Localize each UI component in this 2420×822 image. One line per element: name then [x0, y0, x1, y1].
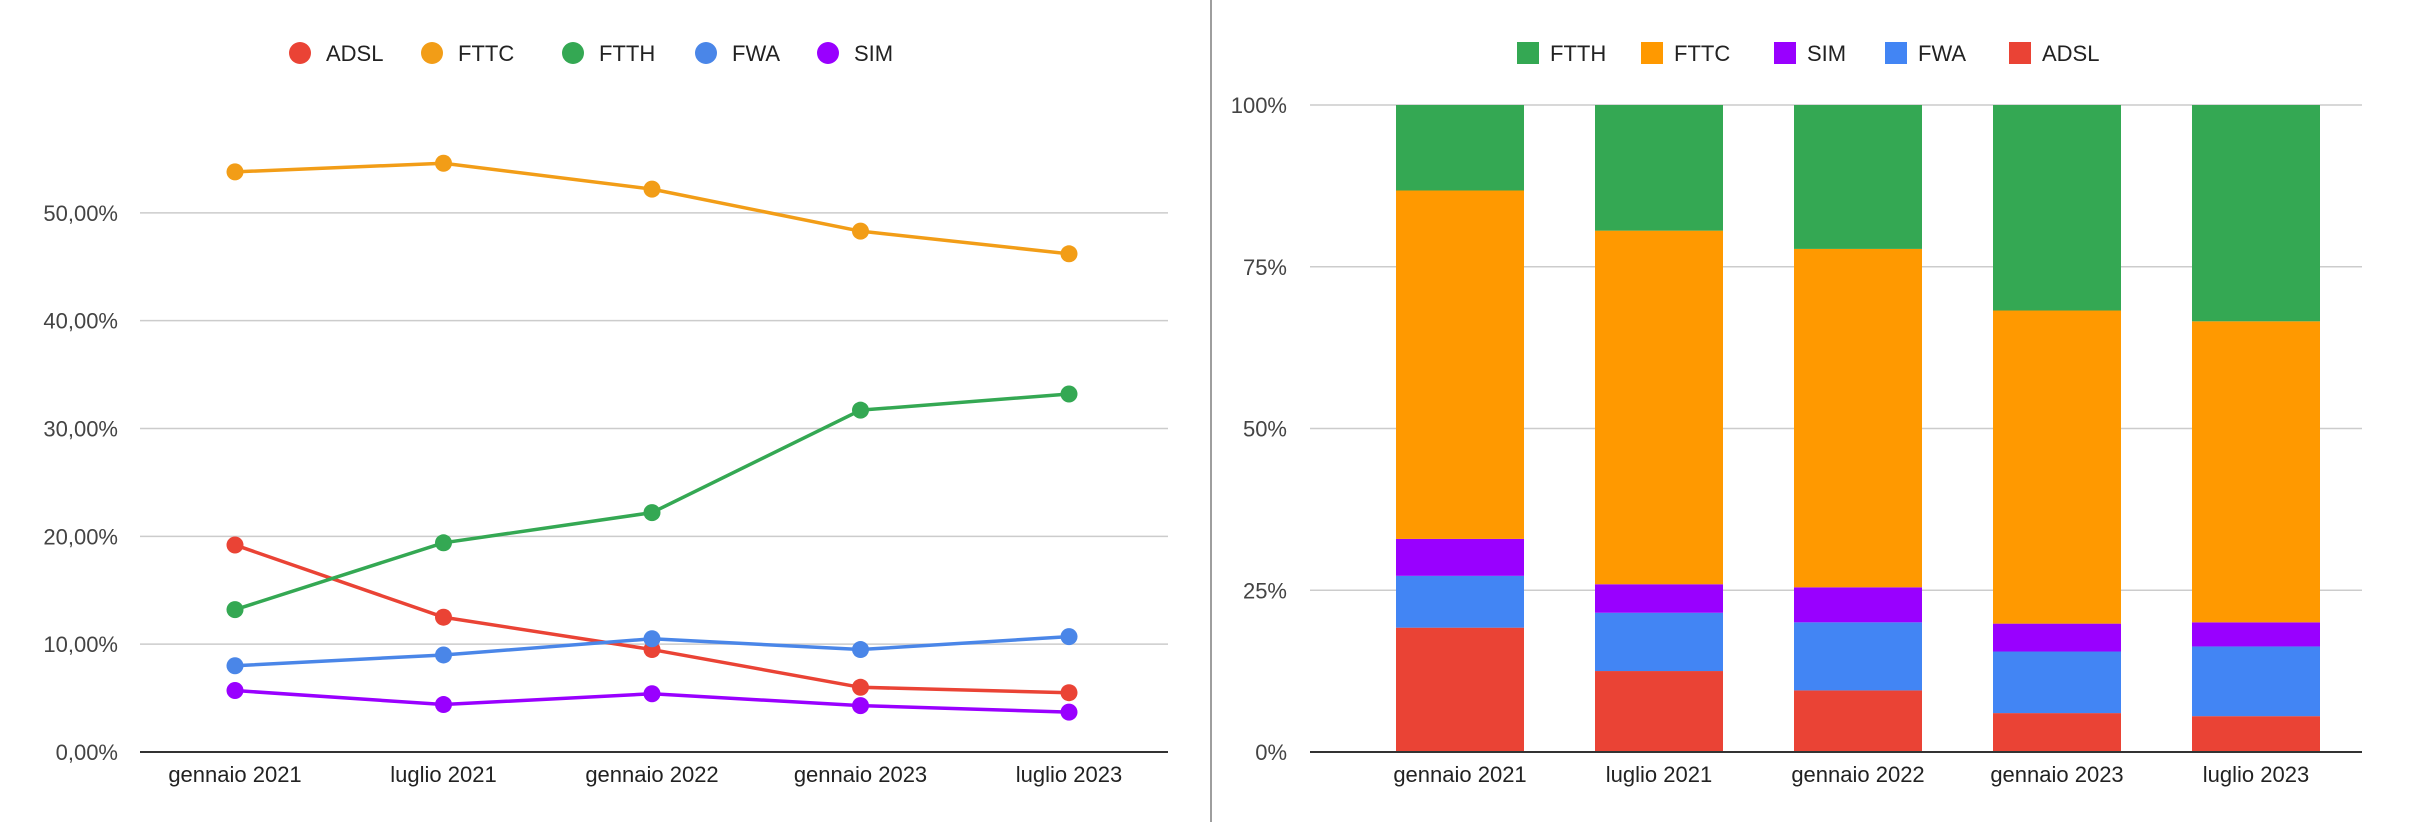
legend-label: SIM	[854, 41, 893, 66]
series-line-fttc	[234, 161, 1070, 256]
legend-marker-ftth	[562, 42, 584, 64]
bar-segment-sim	[1993, 623, 2121, 652]
y-tick-label: 75%	[1243, 255, 1287, 280]
bar-segment-fwa	[1595, 612, 1723, 672]
data-point-fwa	[852, 641, 869, 659]
y-tick-label: 10,00%	[43, 632, 118, 657]
x-tick-label: luglio 2023	[2203, 762, 2309, 787]
y-tick-label: 0%	[1255, 740, 1287, 765]
data-point-sim	[226, 682, 244, 700]
bar-segment-fttc	[1993, 310, 2121, 624]
legend-label: ADSL	[326, 41, 383, 66]
data-point-fttc	[226, 163, 244, 181]
y-tick-label: 25%	[1243, 578, 1287, 603]
data-point-sim	[435, 696, 452, 714]
legend-label: FTTC	[1674, 41, 1730, 66]
stacked-bar-chart: 0% 25% 50% 75% 100% gennaio 2021 luglio 2021 ge…	[1231, 41, 2362, 787]
legend-marker-adsl	[2009, 42, 2031, 64]
x-tick-label: gennaio 2023	[794, 762, 927, 787]
legend-label: ADSL	[2042, 41, 2099, 66]
data-point-ftth	[435, 534, 452, 552]
bar-segment-fwa	[1993, 651, 2121, 714]
legend-label: FWA	[732, 41, 780, 66]
data-point-adsl	[435, 608, 452, 626]
data-point-fwa	[435, 646, 452, 664]
line-chart: 0,00% 10,00% 20,00% 30,00% 40,00% 50,00% genna…	[43, 41, 1168, 787]
series-line-adsl	[234, 543, 1070, 695]
bar-segment-adsl	[1595, 671, 1723, 752]
legend-label: FTTH	[1550, 41, 1606, 66]
x-tick-label: luglio 2023	[1016, 762, 1122, 787]
data-point-ftth	[643, 504, 661, 522]
bar-segment-sim	[1595, 584, 1723, 613]
data-point-fwa	[643, 630, 661, 648]
legend-marker-fttc	[1641, 42, 1663, 64]
bar-segment-fwa	[1794, 622, 1922, 691]
data-point-fttc	[1060, 245, 1078, 263]
y-tick-label: 0,00%	[56, 740, 118, 765]
bar-segment-sim	[1396, 538, 1524, 576]
bar-segment-fwa	[2192, 646, 2320, 717]
legend-marker-fwa	[695, 42, 717, 64]
y-tick-label: 50,00%	[43, 201, 118, 226]
bar-segment-ftth	[1595, 105, 1723, 231]
y-tick-label: 100%	[1231, 93, 1287, 118]
x-tick-label: gennaio 2022	[585, 762, 718, 787]
data-point-fwa	[226, 657, 244, 675]
bar-segment-adsl	[1396, 627, 1524, 752]
legend-marker-adsl	[289, 42, 311, 64]
legend-marker-sim	[817, 42, 839, 64]
legend-marker-fttc	[421, 42, 443, 64]
x-tick-label: gennaio 2022	[1791, 762, 1924, 787]
bar-segment-adsl	[1993, 713, 2121, 752]
bar-segment-fttc	[1794, 248, 1922, 588]
data-point-sim	[1060, 703, 1078, 721]
data-point-adsl	[1060, 684, 1078, 702]
legend-marker-ftth	[1517, 42, 1539, 64]
bar-segment-fttc	[2192, 321, 2320, 623]
data-point-fttc	[852, 222, 869, 240]
bar-segment-fwa	[1396, 575, 1524, 628]
y-tick-label: 50%	[1243, 417, 1287, 442]
bar-segment-ftth	[1396, 105, 1524, 191]
legend-marker-sim	[1774, 42, 1796, 64]
bar-segment-ftth	[1993, 105, 2121, 311]
legend-label: SIM	[1807, 41, 1846, 66]
data-point-sim	[643, 685, 661, 703]
legend-marker-fwa	[1885, 42, 1907, 64]
legend-label: FWA	[1918, 41, 1966, 66]
data-point-ftth	[226, 601, 244, 619]
bar-segment-sim	[2192, 622, 2320, 647]
x-tick-label: gennaio 2021	[168, 762, 301, 787]
x-tick-label: luglio 2021	[390, 762, 496, 787]
bar-segment-adsl	[1794, 690, 1922, 752]
data-point-adsl	[226, 536, 244, 554]
panel-divider	[1210, 0, 1212, 822]
data-point-fttc	[435, 154, 452, 172]
bar-segment-fttc	[1396, 190, 1524, 539]
y-tick-label: 20,00%	[43, 524, 118, 549]
legend-label: FTTH	[599, 41, 655, 66]
data-point-fttc	[643, 180, 661, 198]
bar-segment-adsl	[2192, 716, 2320, 752]
data-point-adsl	[852, 678, 869, 696]
x-tick-label: gennaio 2023	[1990, 762, 2123, 787]
y-tick-label: 40,00%	[43, 309, 118, 334]
bar-segment-fttc	[1595, 230, 1723, 585]
x-tick-label: luglio 2021	[1606, 762, 1712, 787]
bar-segment-ftth	[1794, 105, 1922, 249]
bar-segment-ftth	[2192, 105, 2320, 322]
data-point-fwa	[1060, 628, 1078, 646]
series-line-ftth	[234, 392, 1070, 612]
bar-segment-sim	[1794, 587, 1922, 623]
data-point-sim	[852, 697, 869, 715]
data-point-ftth	[1060, 385, 1078, 403]
legend-label: FTTC	[458, 41, 514, 66]
data-point-ftth	[852, 401, 869, 419]
x-tick-label: gennaio 2021	[1393, 762, 1526, 787]
y-tick-label: 30,00%	[43, 417, 118, 442]
